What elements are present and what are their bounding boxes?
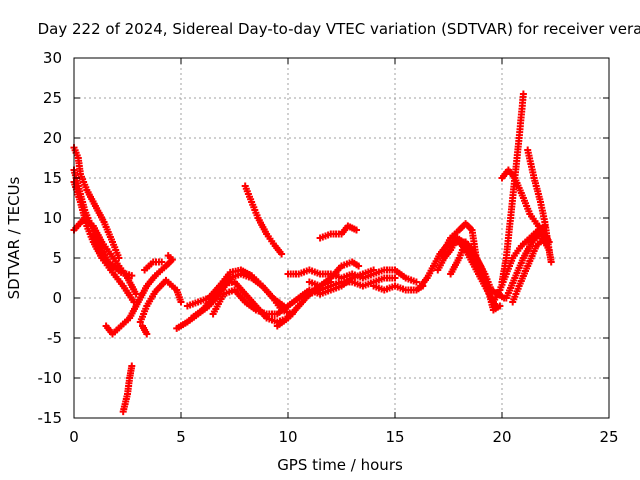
series-track-17 [305,258,363,290]
series-track-18 [316,222,360,242]
x-tick-label: 20 [492,428,511,446]
data-points [370,282,427,294]
x-tick-label: 10 [278,428,297,446]
y-tick-label: 10 [43,209,62,227]
y-tick-label: 5 [52,249,62,267]
data-points [273,274,399,330]
data-series [70,90,555,416]
series-track-9 [139,322,151,338]
chart-title: Day 222 of 2024, Sidereal Day-to-day VTE… [38,20,640,38]
x-tick-label: 15 [385,428,404,446]
data-points [139,322,151,338]
series-track-15 [273,274,399,330]
data-points [434,234,504,314]
data-points [119,362,136,416]
x-tick-label: 0 [69,428,79,446]
y-axis-label: SDTVAR / TECUs [5,176,23,299]
y-tick-label: -10 [38,369,63,387]
series-track-29 [489,222,549,306]
plot-frame [73,57,610,419]
y-tick-label: -5 [47,329,62,347]
series-track-5 [102,252,176,338]
y-tick-label: 25 [43,89,62,107]
series-track-21 [434,234,504,314]
series-track-23 [447,238,491,286]
data-points [241,182,286,258]
y-tick-label: 0 [52,289,62,307]
y-tick-label: 15 [43,169,62,187]
data-points [183,266,288,310]
axes: 0 5 10 15 20 25 -15 -10 -5 0 5 10 15 20 25 30 [38,49,619,446]
data-points [284,266,420,286]
y-tick-label: 20 [43,129,62,147]
data-points [102,252,176,338]
series-track-16 [284,266,420,286]
y-tick-label: 30 [43,49,62,67]
data-points [136,276,185,326]
y-tick-label: -15 [38,409,63,427]
series-track-8 [141,258,166,274]
data-points [316,222,360,242]
x-axis-label: GPS time / hours [277,456,403,474]
series-track-7 [136,276,185,326]
data-points [489,222,549,306]
series-track-6 [119,362,136,416]
x-tick-label: 25 [599,428,618,446]
series-track-19 [370,282,427,294]
data-points [447,238,491,286]
data-points [141,258,166,274]
data-points [305,258,363,290]
series-track-11 [183,266,288,310]
x-tick-label: 5 [176,428,186,446]
series-track-14 [241,182,286,258]
